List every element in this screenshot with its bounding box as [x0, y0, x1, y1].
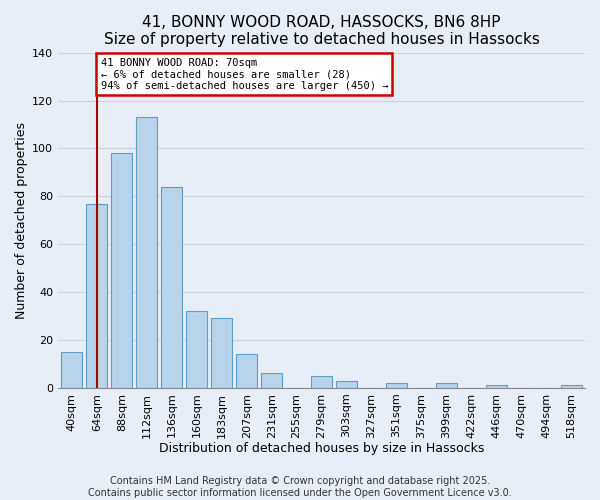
Text: Contains HM Land Registry data © Crown copyright and database right 2025.
Contai: Contains HM Land Registry data © Crown c…	[88, 476, 512, 498]
Bar	[560, 386, 582, 388]
Bar	[211, 318, 232, 388]
Bar	[336, 380, 357, 388]
Bar	[436, 383, 457, 388]
Y-axis label: Number of detached properties: Number of detached properties	[15, 122, 28, 319]
Title: 41, BONNY WOOD ROAD, HASSOCKS, BN6 8HP
Size of property relative to detached hou: 41, BONNY WOOD ROAD, HASSOCKS, BN6 8HP S…	[104, 15, 539, 48]
Bar	[161, 187, 182, 388]
Bar	[61, 352, 82, 388]
Bar	[486, 386, 507, 388]
Bar	[311, 376, 332, 388]
Bar	[386, 383, 407, 388]
Bar	[261, 374, 282, 388]
Bar	[186, 311, 208, 388]
Text: 41 BONNY WOOD ROAD: 70sqm
← 6% of detached houses are smaller (28)
94% of semi-d: 41 BONNY WOOD ROAD: 70sqm ← 6% of detach…	[101, 58, 388, 90]
Bar	[136, 118, 157, 388]
Bar	[236, 354, 257, 388]
X-axis label: Distribution of detached houses by size in Hassocks: Distribution of detached houses by size …	[159, 442, 484, 455]
Bar	[111, 154, 133, 388]
Bar	[86, 204, 107, 388]
